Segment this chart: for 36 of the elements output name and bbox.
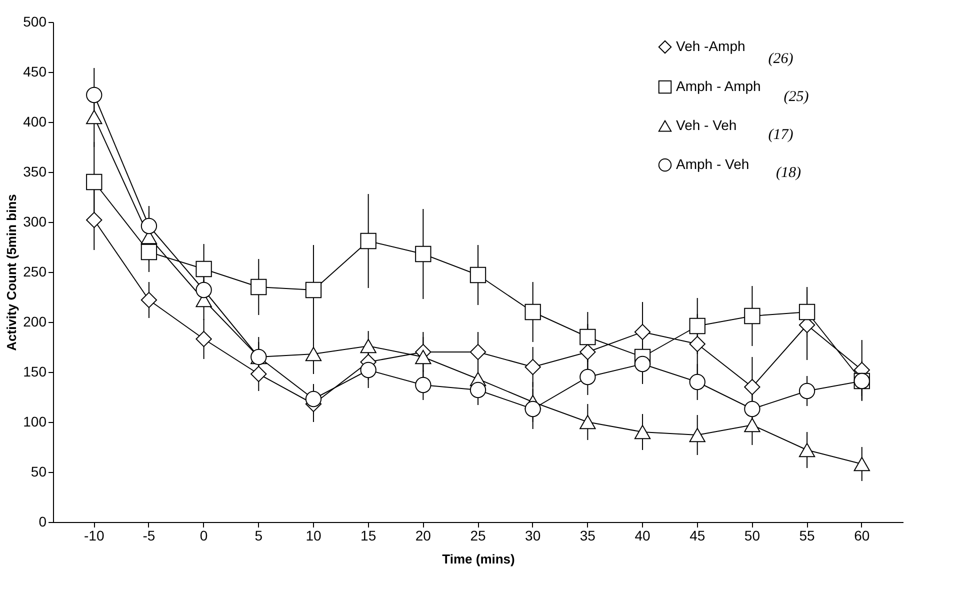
annotation: (18) (776, 165, 801, 181)
x-tick-label: 60 (854, 528, 870, 544)
x-tick-label: 10 (306, 528, 322, 544)
x-tick-label: 40 (634, 528, 651, 544)
annotation: (26) (768, 51, 794, 67)
y-tick-label: 350 (23, 164, 47, 180)
legend-label: Amph - Veh (676, 156, 750, 172)
x-tick-label: 50 (744, 528, 760, 544)
legend-label: Veh -Amph (676, 38, 746, 54)
x-tick-label: 55 (799, 528, 816, 544)
legend-label: Veh - Veh (676, 117, 737, 133)
x-tick-label: -10 (84, 528, 104, 544)
y-tick-label: 200 (23, 314, 47, 330)
x-axis-title: Time (mins) (442, 552, 515, 566)
x-tick-label: 30 (525, 528, 541, 544)
x-tick-label: 25 (470, 528, 486, 544)
x-tick-label: 45 (690, 528, 706, 544)
y-tick-label: 500 (23, 14, 47, 30)
legend-label: Amph - Amph (676, 78, 761, 94)
y-tick-label: 100 (23, 414, 47, 430)
y-tick-label: 50 (30, 464, 47, 480)
x-tick-label: 35 (580, 528, 596, 544)
annotation: (25) (784, 89, 809, 105)
x-tick-label: 5 (254, 528, 263, 544)
y-tick-label: 300 (23, 214, 47, 230)
y-axis-title: Activity Count (5min bins (4, 194, 20, 351)
x-tick-label: 0 (200, 528, 208, 544)
annotation: (17) (768, 127, 794, 143)
y-tick-label: 400 (23, 114, 47, 130)
x-tick-label: 15 (360, 528, 376, 544)
x-tick-label: -5 (142, 528, 156, 544)
y-tick-label: 0 (38, 514, 47, 530)
y-tick-label: 250 (23, 264, 47, 280)
y-tick-label: 150 (23, 364, 47, 380)
x-tick-label: 20 (415, 528, 432, 544)
y-tick-label: 450 (23, 64, 47, 80)
